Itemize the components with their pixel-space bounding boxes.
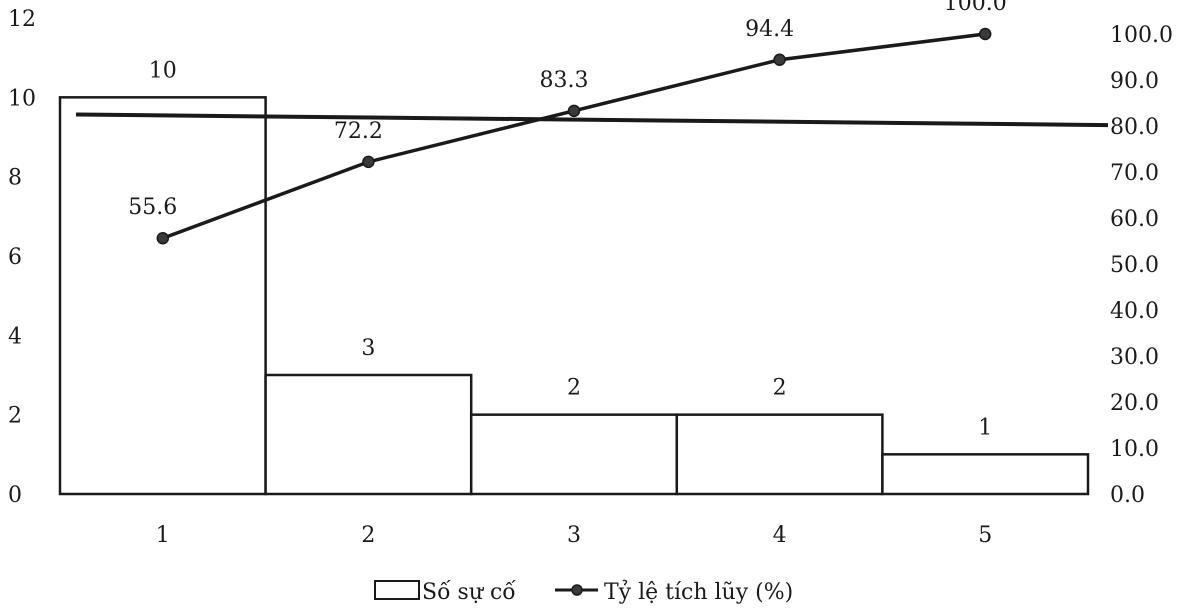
right-tick-label: 30.0 — [1110, 345, 1159, 370]
bar-value-label: 3 — [361, 336, 375, 361]
left-tick-label: 2 — [8, 404, 22, 429]
left-tick-label: 8 — [8, 166, 22, 191]
left-y-axis: 0 2 4 6 8 10 12 — [8, 7, 36, 508]
right-tick-label: 100.0 — [1110, 23, 1173, 48]
legend: Số sự cố Tỷ lệ tích lũy (%) — [374, 579, 793, 605]
line-value-label: 100.0 — [944, 0, 1007, 16]
right-y-axis: 0.0 10.0 20.0 30.0 40.0 50.0 60.0 70.0 80.0 90.0 1… — [1110, 23, 1173, 508]
bar — [58, 96, 267, 496]
legend-line-label: Tỷ lệ tích lũy (%) — [604, 579, 793, 605]
left-tick-label: 0 — [8, 483, 22, 508]
x-tick-label: 1 — [156, 523, 170, 548]
bar-value-label: 2 — [773, 376, 787, 401]
line-point — [156, 231, 170, 245]
right-tick-label: 80.0 — [1110, 115, 1159, 140]
bar — [675, 413, 884, 496]
bar — [264, 373, 473, 496]
left-tick-label: 4 — [8, 324, 22, 349]
line-point — [567, 104, 581, 118]
legend-bar-swatch — [374, 580, 420, 600]
line-value-label: 72.2 — [334, 119, 383, 144]
right-tick-label: 0.0 — [1110, 483, 1145, 508]
line-value-label: 94.4 — [745, 17, 794, 42]
right-tick-label: 50.0 — [1110, 253, 1159, 278]
right-tick-label: 60.0 — [1110, 207, 1159, 232]
right-tick-label: 90.0 — [1110, 69, 1159, 94]
bar — [469, 413, 679, 496]
x-tick-label: 3 — [567, 523, 581, 548]
bar-value-label: 10 — [149, 58, 177, 83]
left-tick-label: 6 — [8, 245, 22, 270]
left-tick-label: 12 — [8, 7, 36, 32]
line-point — [773, 53, 786, 67]
x-tick-label: 5 — [978, 523, 992, 548]
x-axis: 1 2 3 4 5 — [156, 523, 992, 548]
bar-value-label: 1 — [978, 415, 992, 440]
legend-bar-label: Số sự cố — [422, 579, 516, 605]
line-point — [978, 27, 992, 41]
right-tick-label: 20.0 — [1110, 391, 1159, 416]
x-tick-label: 4 — [773, 523, 787, 548]
x-tick-label: 2 — [361, 523, 375, 548]
line-value-label: 83.3 — [540, 68, 589, 93]
right-tick-label: 70.0 — [1110, 161, 1159, 186]
bar — [881, 453, 1090, 496]
cumulative-line — [162, 32, 986, 240]
line-point — [362, 155, 375, 169]
bar-series: 10 3 2 2 1 — [58, 58, 1090, 496]
bar-value-label: 2 — [567, 376, 581, 401]
reference-line — [75, 112, 1109, 128]
right-tick-label: 10.0 — [1110, 437, 1159, 462]
cumulative-line-series: 55.6 72.2 83.3 94.4 100.0 — [128, 0, 1007, 245]
legend-line-marker — [571, 584, 583, 596]
line-value-label: 55.6 — [128, 195, 177, 220]
right-tick-label: 40.0 — [1110, 299, 1159, 324]
left-tick-label: 10 — [8, 86, 36, 111]
reference-line-group — [75, 112, 1109, 128]
